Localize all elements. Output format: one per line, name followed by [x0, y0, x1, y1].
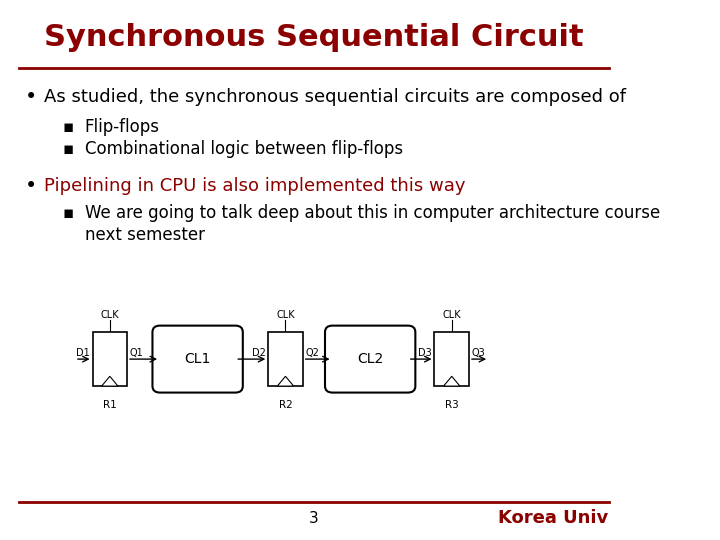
Text: D2: D2 [252, 348, 266, 357]
Text: CL2: CL2 [357, 352, 383, 366]
Text: D1: D1 [76, 348, 90, 357]
Text: •: • [25, 87, 37, 107]
Text: CLK: CLK [101, 309, 119, 320]
Text: next semester: next semester [85, 226, 204, 244]
Text: Pipelining in CPU is also implemented this way: Pipelining in CPU is also implemented th… [44, 177, 465, 195]
Text: •: • [25, 176, 37, 197]
Text: Q2: Q2 [305, 348, 319, 357]
Text: ▪: ▪ [63, 139, 74, 158]
Text: ▪: ▪ [63, 118, 74, 136]
Text: We are going to talk deep about this in computer architecture course: We are going to talk deep about this in … [85, 204, 660, 222]
Text: 3: 3 [309, 511, 318, 526]
Text: Q3: Q3 [472, 348, 485, 357]
Polygon shape [102, 376, 118, 386]
Text: D3: D3 [418, 348, 432, 357]
Text: CL1: CL1 [184, 352, 211, 366]
Text: Synchronous Sequential Circuit: Synchronous Sequential Circuit [44, 23, 583, 52]
Text: As studied, the synchronous sequential circuits are composed of: As studied, the synchronous sequential c… [44, 88, 626, 106]
FancyBboxPatch shape [93, 332, 127, 386]
Text: R2: R2 [279, 400, 292, 410]
Text: Combinational logic between flip-flops: Combinational logic between flip-flops [85, 139, 402, 158]
Text: R3: R3 [445, 400, 459, 410]
Text: Korea Univ: Korea Univ [498, 509, 608, 528]
Polygon shape [444, 376, 460, 386]
Text: Flip-flops: Flip-flops [85, 118, 160, 136]
FancyBboxPatch shape [269, 332, 302, 386]
Text: R1: R1 [103, 400, 117, 410]
Polygon shape [277, 376, 294, 386]
FancyBboxPatch shape [325, 326, 415, 393]
Text: CLK: CLK [442, 309, 461, 320]
Text: ▪: ▪ [63, 204, 74, 222]
Text: CLK: CLK [276, 309, 294, 320]
FancyBboxPatch shape [434, 332, 469, 386]
FancyBboxPatch shape [153, 326, 243, 393]
Text: Q1: Q1 [130, 348, 143, 357]
